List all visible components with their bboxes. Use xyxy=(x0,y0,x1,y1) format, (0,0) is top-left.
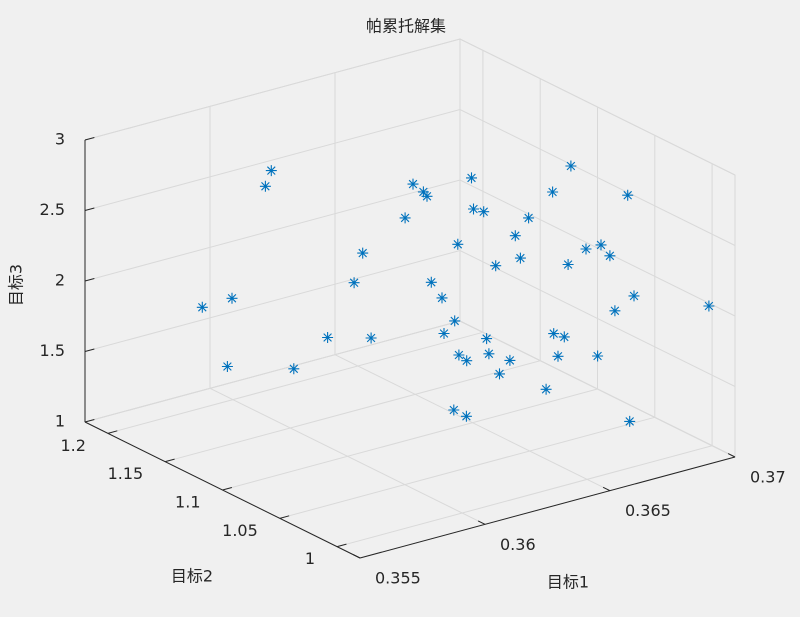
point xyxy=(417,186,429,198)
x-tick-label: 0.36 xyxy=(500,535,536,554)
point xyxy=(357,247,369,259)
point xyxy=(604,250,616,262)
x-tick xyxy=(477,520,486,525)
point xyxy=(494,368,505,380)
point xyxy=(523,212,535,224)
point xyxy=(562,259,574,270)
point xyxy=(365,332,377,344)
y-tick xyxy=(165,458,175,463)
grid-line xyxy=(279,135,656,519)
grid-line xyxy=(84,179,736,317)
z-tick-label: 2 xyxy=(55,271,65,290)
grid-line xyxy=(84,140,361,559)
point xyxy=(595,239,607,251)
point xyxy=(580,243,592,255)
point xyxy=(481,333,493,345)
chart-title: 帕累托解集 xyxy=(366,17,446,36)
grid-line xyxy=(84,320,736,458)
point xyxy=(483,348,495,360)
point xyxy=(460,410,472,422)
grid-line xyxy=(84,108,736,246)
point xyxy=(265,165,277,177)
z-tick-label: 1.5 xyxy=(40,341,65,360)
point xyxy=(448,404,460,416)
grid-line xyxy=(165,78,541,463)
y-tick-label: 1.15 xyxy=(108,464,144,483)
y-tick-label: 1 xyxy=(305,549,315,568)
point xyxy=(399,212,411,224)
point xyxy=(288,363,300,375)
point xyxy=(478,206,490,218)
x-axis-label: 目标1 xyxy=(547,573,589,592)
y-tick xyxy=(279,515,290,519)
point xyxy=(622,189,634,201)
point xyxy=(466,172,477,184)
point xyxy=(592,350,604,362)
point xyxy=(461,355,473,367)
x-tick xyxy=(352,554,361,559)
grid-line xyxy=(84,38,736,176)
y-tick-label: 1.1 xyxy=(175,493,200,512)
z-tick xyxy=(84,348,95,352)
z-tick xyxy=(84,207,95,211)
x-tick xyxy=(602,486,611,492)
z-tick-label: 3 xyxy=(55,130,65,149)
point xyxy=(609,305,621,317)
z-tick xyxy=(84,418,95,423)
y-tick xyxy=(336,543,347,548)
x-tick-label: 0.355 xyxy=(375,569,421,588)
point xyxy=(226,292,238,304)
point xyxy=(509,230,521,242)
grid-line xyxy=(334,72,611,492)
z-tick xyxy=(84,277,95,282)
x-tick-label: 0.365 xyxy=(625,501,671,520)
point xyxy=(221,361,233,372)
point xyxy=(565,160,577,172)
point xyxy=(514,252,526,264)
point xyxy=(453,349,465,361)
point xyxy=(540,383,552,395)
point xyxy=(468,203,479,215)
point xyxy=(504,354,516,366)
x-tick-label: 0.37 xyxy=(750,468,786,487)
point xyxy=(436,292,448,304)
point xyxy=(425,276,437,288)
grid-line xyxy=(84,249,736,387)
y-tick-label: 1.2 xyxy=(60,436,85,455)
point xyxy=(421,190,433,202)
point xyxy=(259,180,271,192)
point xyxy=(628,290,640,302)
point xyxy=(449,315,461,327)
point xyxy=(558,331,570,343)
y-tick-label: 1.05 xyxy=(222,521,258,540)
y-tick xyxy=(222,486,233,491)
point xyxy=(196,301,208,313)
point xyxy=(452,238,464,250)
point xyxy=(624,415,636,427)
point xyxy=(703,300,715,312)
point xyxy=(407,178,419,190)
point xyxy=(490,260,502,272)
point xyxy=(348,277,360,289)
x-axis xyxy=(359,456,736,559)
point xyxy=(552,350,564,362)
point xyxy=(438,328,450,339)
z-tick xyxy=(84,136,95,141)
z-tick-label: 1 xyxy=(55,412,65,431)
grid-line xyxy=(222,107,598,491)
z-axis-label: 目标3 xyxy=(7,264,26,306)
point xyxy=(547,186,559,198)
x-tick xyxy=(727,453,736,458)
z-tick-label: 2.5 xyxy=(40,200,65,219)
point xyxy=(548,328,560,340)
grid-line xyxy=(209,106,486,525)
y-tick xyxy=(107,430,118,434)
grid-line xyxy=(107,50,484,434)
point xyxy=(322,332,334,343)
y-axis-label: 目标2 xyxy=(171,567,213,586)
